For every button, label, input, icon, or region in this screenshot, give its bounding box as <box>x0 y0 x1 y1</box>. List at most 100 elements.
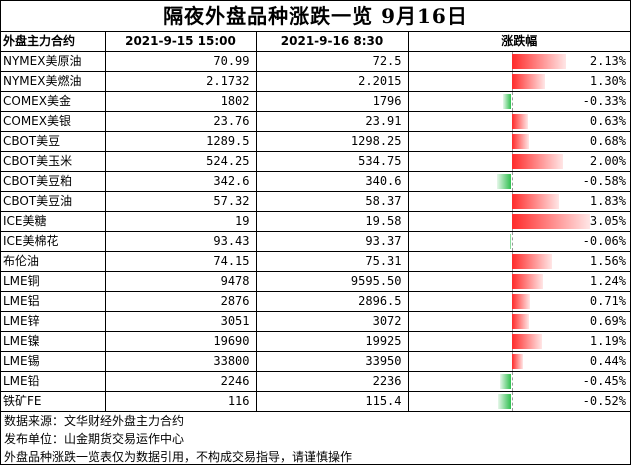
contract-name: CBOT美豆粕 <box>1 171 106 192</box>
change-percent: -0.33% <box>582 94 626 108</box>
prev-price: 9478 <box>105 271 257 292</box>
curr-price: 19.58 <box>256 211 409 232</box>
change-bar-down <box>499 374 512 389</box>
contract-name: ICE美棉花 <box>1 231 106 252</box>
prev-price: 2246 <box>105 371 257 392</box>
change-cell: 1.83% <box>408 191 630 212</box>
curr-price: 3072 <box>256 311 409 332</box>
change-cell: -0.52% <box>408 391 630 412</box>
change-bar-up <box>511 314 530 329</box>
change-percent: 1.24% <box>589 274 626 288</box>
change-bar-up <box>511 114 528 129</box>
change-percent: -0.06% <box>582 234 626 248</box>
prev-price: 342.6 <box>105 171 257 192</box>
change-bar-up <box>511 194 559 209</box>
change-bar-up <box>511 294 530 309</box>
prev-price: 2876 <box>105 291 257 312</box>
change-percent: 1.30% <box>589 74 626 88</box>
change-bar-up <box>511 214 591 229</box>
change-percent: 0.44% <box>589 354 626 368</box>
change-percent: 1.19% <box>589 334 626 348</box>
table-row: 铁矿FE 116 115.4 -0.52% <box>1 391 630 412</box>
change-percent: 2.13% <box>589 54 626 68</box>
contract-name: COMEX美银 <box>1 111 106 132</box>
header-curr-time: 2021-9-16 8:30 <box>256 32 409 52</box>
zero-axis-line <box>511 232 513 251</box>
prev-price: 70.99 <box>105 51 257 72</box>
prev-price: 23.76 <box>105 111 257 132</box>
footer-disclaimer: 外盘品种涨跌一览表仅为数据引用，不构成交易指导，请谨慎操作 <box>4 450 353 464</box>
change-cell: 0.68% <box>408 131 630 152</box>
change-percent: 0.63% <box>589 114 626 128</box>
prev-price: 33800 <box>105 351 257 372</box>
contract-name: LME锌 <box>1 311 106 332</box>
table-row: COMEX美银 23.76 23.91 0.63% <box>1 111 630 132</box>
prev-price: 19 <box>105 211 257 232</box>
table-row: ICE美棉花 93.43 93.37 -0.06% <box>1 231 630 252</box>
curr-price: 93.37 <box>256 231 409 252</box>
change-cell: -0.45% <box>408 371 630 392</box>
change-percent: -0.58% <box>582 174 626 188</box>
curr-price: 58.37 <box>256 191 409 212</box>
footer-publisher: 发布单位：山金期货交易运作中心 <box>4 432 185 446</box>
prev-price: 93.43 <box>105 231 257 252</box>
curr-price: 9595.50 <box>256 271 409 292</box>
change-cell: 1.19% <box>408 331 630 352</box>
curr-price: 534.75 <box>256 151 409 172</box>
change-cell: -0.06% <box>408 231 630 252</box>
change-percent: 3.05% <box>589 214 626 228</box>
curr-price: 2236 <box>256 371 409 392</box>
table-row: CBOT美豆粕 342.6 340.6 -0.58% <box>1 171 630 192</box>
change-percent: 0.71% <box>589 294 626 308</box>
contract-name: COMEX美金 <box>1 91 106 112</box>
curr-price: 1298.25 <box>256 131 409 152</box>
table-row: ICE美糖 19 19.58 3.05% <box>1 211 630 232</box>
curr-price: 75.31 <box>256 251 409 272</box>
zero-axis-line <box>511 372 513 391</box>
prev-price: 57.32 <box>105 191 257 212</box>
curr-price: 2896.5 <box>256 291 409 312</box>
table-row: 布伦油 74.15 75.31 1.56% <box>1 251 630 272</box>
curr-price: 1796 <box>256 91 409 112</box>
header-change: 涨跌幅 <box>408 32 630 52</box>
change-cell: 2.13% <box>408 51 630 72</box>
change-cell: -0.33% <box>408 91 630 112</box>
zero-axis-line <box>511 172 513 191</box>
table-row: LME锌 3051 3072 0.69% <box>1 311 630 332</box>
change-cell: 0.69% <box>408 311 630 332</box>
change-bar-up <box>511 54 567 69</box>
change-cell: 1.56% <box>408 251 630 272</box>
contract-name: LME锡 <box>1 351 106 372</box>
contract-name: CBOT美豆油 <box>1 191 106 212</box>
change-bar-down <box>496 174 512 189</box>
prev-price: 2.1732 <box>105 71 257 92</box>
change-cell: 0.63% <box>408 111 630 132</box>
change-cell: 3.05% <box>408 211 630 232</box>
change-bar-down <box>498 394 512 409</box>
report-title: 隔夜外盘品种涨跌一览 9月16日 <box>1 1 630 32</box>
contract-name: LME铜 <box>1 271 106 292</box>
prev-price: 116 <box>105 391 257 412</box>
change-percent: 1.56% <box>589 254 626 268</box>
prev-price: 1289.5 <box>105 131 257 152</box>
table-row: CBOT美玉米 524.25 534.75 2.00% <box>1 151 630 172</box>
contract-name: LME铅 <box>1 371 106 392</box>
curr-price: 2.2015 <box>256 71 409 92</box>
change-bar-up <box>511 74 546 89</box>
contract-name: LME镍 <box>1 331 106 352</box>
prev-price: 3051 <box>105 311 257 332</box>
table-row: COMEX美金 1802 1796 -0.33% <box>1 91 630 112</box>
change-cell: 0.44% <box>408 351 630 372</box>
change-bar-up <box>511 134 530 149</box>
prev-price: 1802 <box>105 91 257 112</box>
table-row: LME铅 2246 2236 -0.45% <box>1 371 630 392</box>
change-bar-up <box>511 334 543 349</box>
change-cell: -0.58% <box>408 171 630 192</box>
table-row: LME铝 2876 2896.5 0.71% <box>1 291 630 312</box>
table-row: CBOT美豆 1289.5 1298.25 0.68% <box>1 131 630 152</box>
contract-name: NYMEX美原油 <box>1 51 106 72</box>
contract-name: ICE美糖 <box>1 211 106 232</box>
curr-price: 19925 <box>256 331 409 352</box>
change-cell: 0.71% <box>408 291 630 312</box>
